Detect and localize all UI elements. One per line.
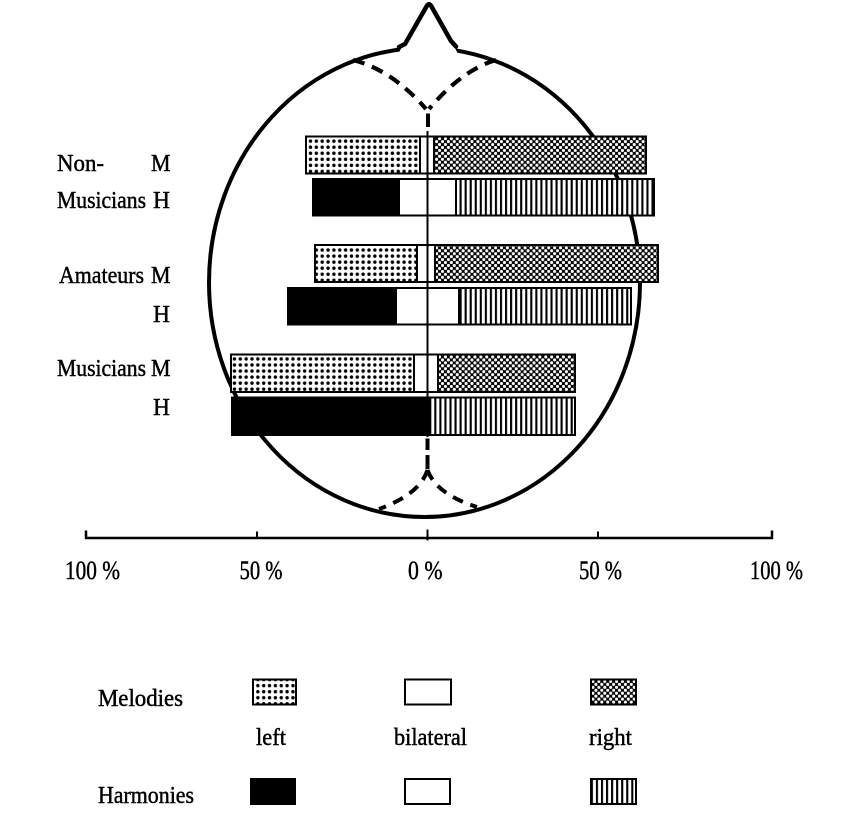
svg-text:Melodies: Melodies xyxy=(98,686,183,712)
svg-text:H: H xyxy=(153,188,170,214)
svg-text:Musicians: Musicians xyxy=(57,356,146,382)
svg-text:50 %: 50 % xyxy=(579,556,622,585)
svg-text:H: H xyxy=(153,302,170,328)
svg-text:Non-: Non- xyxy=(57,151,104,177)
svg-text:100 %: 100 % xyxy=(65,556,120,585)
svg-text:H: H xyxy=(153,395,170,421)
svg-text:bilateral: bilateral xyxy=(394,725,467,751)
svg-text:Amateurs: Amateurs xyxy=(59,263,144,289)
svg-text:Harmonies: Harmonies xyxy=(98,783,194,809)
svg-text:M: M xyxy=(151,263,171,289)
svg-text:0 %: 0 % xyxy=(408,556,443,585)
svg-text:Musicians: Musicians xyxy=(57,188,146,214)
svg-text:M: M xyxy=(151,151,171,177)
svg-text:right: right xyxy=(589,725,632,751)
svg-text:50 %: 50 % xyxy=(240,556,283,585)
svg-text:left: left xyxy=(256,725,286,751)
svg-text:100 %: 100 % xyxy=(750,556,803,585)
svg-text:M: M xyxy=(151,356,171,382)
